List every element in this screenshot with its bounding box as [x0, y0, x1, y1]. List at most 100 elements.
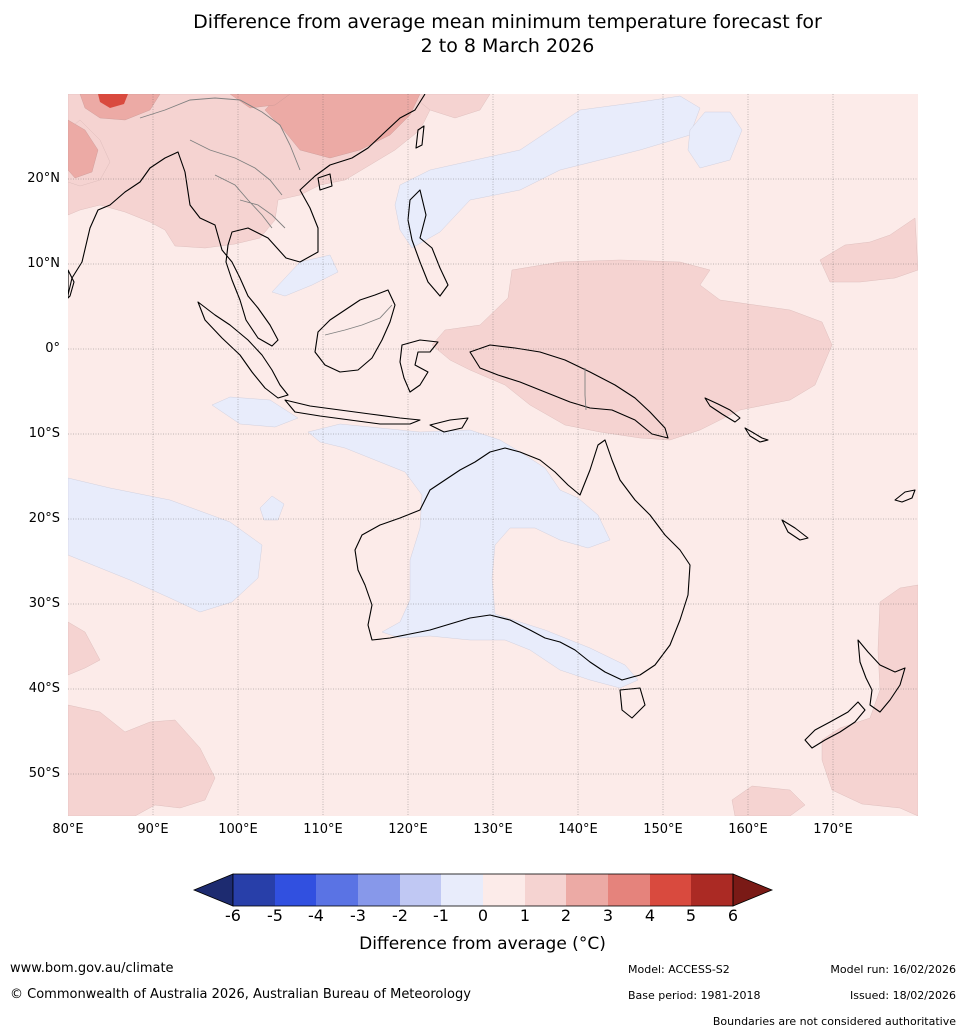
cool-region-indian-ocean-west [68, 477, 263, 613]
cool-region-java-sea [211, 396, 299, 428]
coastline-asia [68, 94, 426, 347]
warm-region-southern-ocean-east [731, 785, 806, 816]
lon-label-120e: 120°E [388, 822, 428, 837]
lon-label-140e: 140°E [558, 822, 598, 837]
title-line-1: Difference from average mean minimum tem… [193, 11, 822, 33]
coastline-vanuatu [744, 427, 769, 443]
country-borders [139, 97, 587, 411]
lon-label-170e: 170°E [813, 822, 853, 837]
colorbar-over-arrow [732, 873, 774, 907]
colorbar-segment [650, 874, 691, 906]
colorbar-label: Difference from average (°C) [0, 934, 965, 954]
colorbar-segment [566, 874, 608, 906]
lon-label-90e: 90°E [137, 822, 169, 837]
colorbar-segment [233, 874, 275, 906]
coastline-new-guinea [469, 344, 669, 439]
border-mainland-southeast-asia [139, 97, 301, 229]
cool-region-north-pacific [394, 95, 701, 249]
lat-label-10n: 10°N [27, 256, 60, 271]
disclaimer-text: Boundaries are not considered authoritat… [712, 1015, 956, 1028]
coastline-taiwan [415, 125, 425, 149]
colorbar-segment [525, 874, 566, 906]
colorbar-tick-label: 5 [685, 906, 697, 925]
graticule [68, 94, 918, 816]
warm-anomaly-regions-1-2 [68, 94, 918, 816]
coastline-sulawesi [399, 339, 439, 393]
lat-label-10s: 10°S [28, 426, 60, 441]
colorbar-tick-label: 1 [519, 906, 531, 925]
warm-region-yangtze [229, 94, 291, 109]
colorbar-outline [232, 873, 734, 907]
colorbar-segment [441, 874, 483, 906]
lat-label-40s: 40°S [28, 681, 60, 696]
colorbar-tick-label: -4 [308, 906, 324, 925]
colorbar-tick-label: -3 [350, 906, 366, 925]
colorbar-segment [691, 874, 733, 906]
coastline-new-zealand-south [804, 701, 866, 749]
colorbar-tick-label: -6 [225, 906, 241, 925]
colorbar-segment [400, 874, 441, 906]
coastline-java [284, 399, 421, 425]
coastline-fiji [894, 489, 916, 503]
lon-label-160e: 160°E [728, 822, 768, 837]
warm-region-southern-ocean-west [68, 704, 216, 816]
lat-label-50s: 50°S [28, 766, 60, 781]
colorbar-segment [358, 874, 400, 906]
lat-label-20s: 20°S [28, 511, 60, 526]
coastline-australia [354, 439, 691, 681]
lon-label-110e: 110°E [303, 822, 343, 837]
colorbar-segment [483, 874, 525, 906]
warm-region-china-coast [264, 94, 421, 159]
colorbar-tick-label: 3 [602, 906, 614, 925]
coastline-sri-lanka [68, 269, 75, 299]
colorbar-tick-label: 6 [727, 906, 739, 925]
lat-label-30s: 30°S [28, 596, 60, 611]
lon-label-150e: 150°E [643, 822, 683, 837]
model-run-text: Model run: 16/02/2026 [830, 963, 956, 976]
colorbar-label-end: ) [599, 934, 606, 954]
colorbar-tick-label: -1 [433, 906, 449, 925]
border-new-guinea [584, 368, 587, 411]
border-borneo [324, 304, 393, 336]
cool-anomaly-regions [68, 95, 743, 689]
base-period-text: Base period: 1981-2018 [628, 989, 761, 1002]
cool-region-indian-ocean-small [259, 495, 285, 521]
coastline-philippines [407, 189, 449, 297]
colorbar-segment [608, 874, 650, 906]
warm-region-india-west [68, 119, 99, 179]
map-plot-area [68, 94, 918, 816]
lat-label-equator: 0° [45, 341, 60, 356]
coastline-new-caledonia [781, 519, 809, 541]
warm-region-western-pacific [431, 259, 833, 441]
coastlines [68, 94, 916, 749]
colorbar-label-unit: °C [578, 934, 600, 954]
warm-region-pacific-east [819, 217, 918, 283]
lon-label-100e: 100°E [218, 822, 258, 837]
coastline-solomon-islands [704, 397, 741, 423]
warm-region-tibet-hotspot [98, 94, 128, 108]
copyright-text: © Commonwealth of Australia 2026, Austra… [10, 987, 471, 1002]
colorbar-label-text: Difference from average ( [359, 934, 579, 954]
model-text: Model: ACCESS-S2 [628, 963, 730, 976]
title-line-2: 2 to 8 March 2026 [420, 35, 595, 57]
coastline-hainan [317, 173, 333, 191]
colorbar-segment [316, 874, 358, 906]
website-link[interactable]: www.bom.gov.au/climate [10, 961, 174, 976]
warm-region-asia-north-east [409, 94, 491, 119]
lat-label-20n: 20°N [27, 171, 60, 186]
warm-region-tasman-sea [821, 584, 918, 816]
colorbar-tick-label: 4 [644, 906, 656, 925]
cool-region-australia [307, 423, 639, 689]
chart-title: Difference from average mean minimum tem… [0, 10, 965, 58]
coastline-new-zealand-north [857, 639, 906, 713]
colorbar-tick-label: -2 [392, 906, 408, 925]
coastline-tasmania [619, 687, 646, 719]
colorbar-segment [275, 874, 316, 906]
lon-label-80e: 80°E [52, 822, 84, 837]
colorbar-tick-label: 2 [560, 906, 572, 925]
colorbar-under-arrow [192, 873, 234, 907]
warm-region-indian-ocean-south-west [68, 621, 101, 676]
lon-label-130e: 130°E [473, 822, 513, 837]
